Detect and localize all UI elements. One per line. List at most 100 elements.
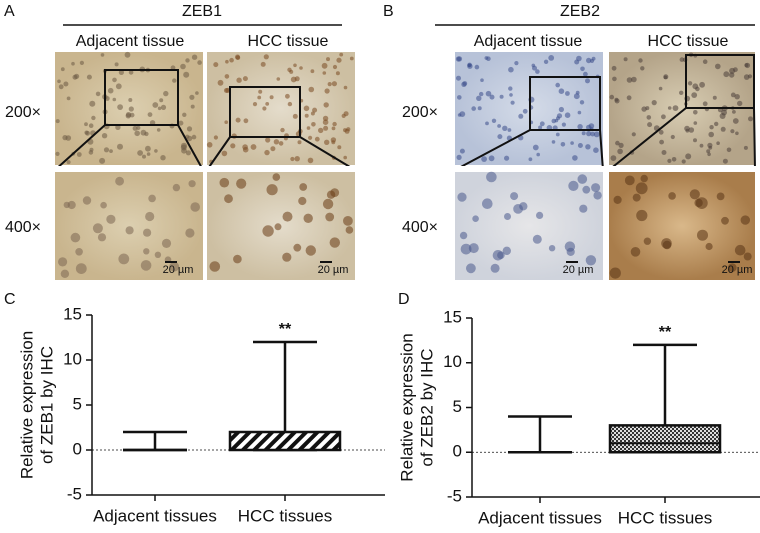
cell — [285, 93, 290, 99]
cell — [593, 191, 602, 200]
cell — [611, 65, 617, 71]
cell — [548, 55, 555, 61]
cell — [331, 81, 337, 87]
cell — [687, 81, 693, 86]
cell — [343, 155, 348, 160]
cell — [510, 192, 519, 201]
cell — [125, 226, 134, 235]
cell — [250, 144, 257, 150]
cell — [185, 150, 191, 156]
cell — [190, 104, 195, 109]
cell — [191, 54, 198, 60]
cell — [560, 142, 566, 147]
panel-letter: C — [4, 291, 16, 308]
cell — [467, 62, 472, 68]
cell — [280, 127, 285, 133]
y-tick-label: 15 — [63, 304, 82, 323]
cell — [67, 200, 76, 210]
cell — [555, 82, 560, 88]
cell — [63, 81, 69, 87]
cell — [585, 78, 590, 84]
cell — [136, 125, 141, 130]
cell — [294, 76, 300, 82]
cell — [118, 69, 124, 75]
cell — [287, 101, 293, 107]
cell — [720, 126, 726, 132]
cell — [586, 131, 592, 137]
cell — [140, 129, 147, 136]
cell — [82, 196, 92, 205]
y-tick-label: -5 — [447, 486, 462, 505]
cell — [564, 112, 571, 118]
zoom-box — [529, 76, 601, 131]
cell — [609, 94, 615, 100]
cell — [513, 204, 523, 214]
cell — [297, 140, 302, 145]
cell — [233, 254, 242, 264]
cell — [536, 152, 540, 157]
cell — [335, 71, 340, 76]
cell — [65, 135, 72, 141]
cell — [282, 211, 293, 222]
cell — [663, 74, 669, 80]
cell — [679, 90, 684, 96]
cell — [583, 71, 588, 77]
cell — [744, 62, 751, 69]
cell — [294, 156, 300, 162]
x-tick-label: Adjacent tissues — [93, 506, 217, 525]
cell — [169, 261, 180, 272]
cell — [693, 110, 698, 115]
cell — [206, 142, 213, 148]
cell — [154, 251, 162, 258]
cell — [125, 113, 131, 119]
cell — [566, 247, 575, 256]
cell — [685, 128, 690, 133]
cell — [182, 112, 187, 118]
cell — [260, 61, 266, 67]
cell — [593, 147, 599, 153]
cell — [224, 194, 233, 204]
cell — [104, 96, 110, 101]
cell — [474, 64, 480, 70]
cell — [346, 127, 351, 132]
cell — [638, 58, 643, 63]
cell — [609, 267, 621, 279]
cell — [225, 59, 229, 64]
cell — [486, 56, 491, 61]
cell — [472, 215, 479, 222]
cell — [336, 57, 342, 63]
cell — [299, 66, 303, 70]
cell — [118, 253, 130, 265]
cell — [734, 244, 746, 256]
cell — [580, 66, 585, 72]
cell — [341, 113, 346, 118]
cell — [748, 116, 753, 122]
cell — [265, 102, 270, 106]
cell — [293, 63, 297, 68]
cell — [570, 141, 574, 145]
cell — [219, 177, 230, 188]
cell — [84, 122, 88, 127]
cell — [577, 143, 583, 148]
y-tick-label: 10 — [63, 349, 82, 368]
cell — [658, 129, 664, 135]
cell — [299, 183, 308, 191]
cell — [460, 243, 472, 255]
cell — [456, 154, 462, 160]
cell — [459, 148, 465, 154]
cell — [532, 234, 542, 244]
cell — [528, 157, 533, 162]
cell — [610, 155, 617, 162]
cell — [128, 106, 134, 112]
cell — [213, 135, 218, 140]
cell — [624, 175, 635, 186]
zoom-box — [685, 54, 755, 109]
cell — [481, 156, 487, 163]
cell — [743, 145, 748, 150]
cell — [185, 228, 195, 238]
cell — [58, 257, 68, 267]
cell — [730, 92, 736, 98]
cell — [577, 124, 583, 130]
cell — [722, 158, 728, 164]
cell — [572, 155, 578, 161]
